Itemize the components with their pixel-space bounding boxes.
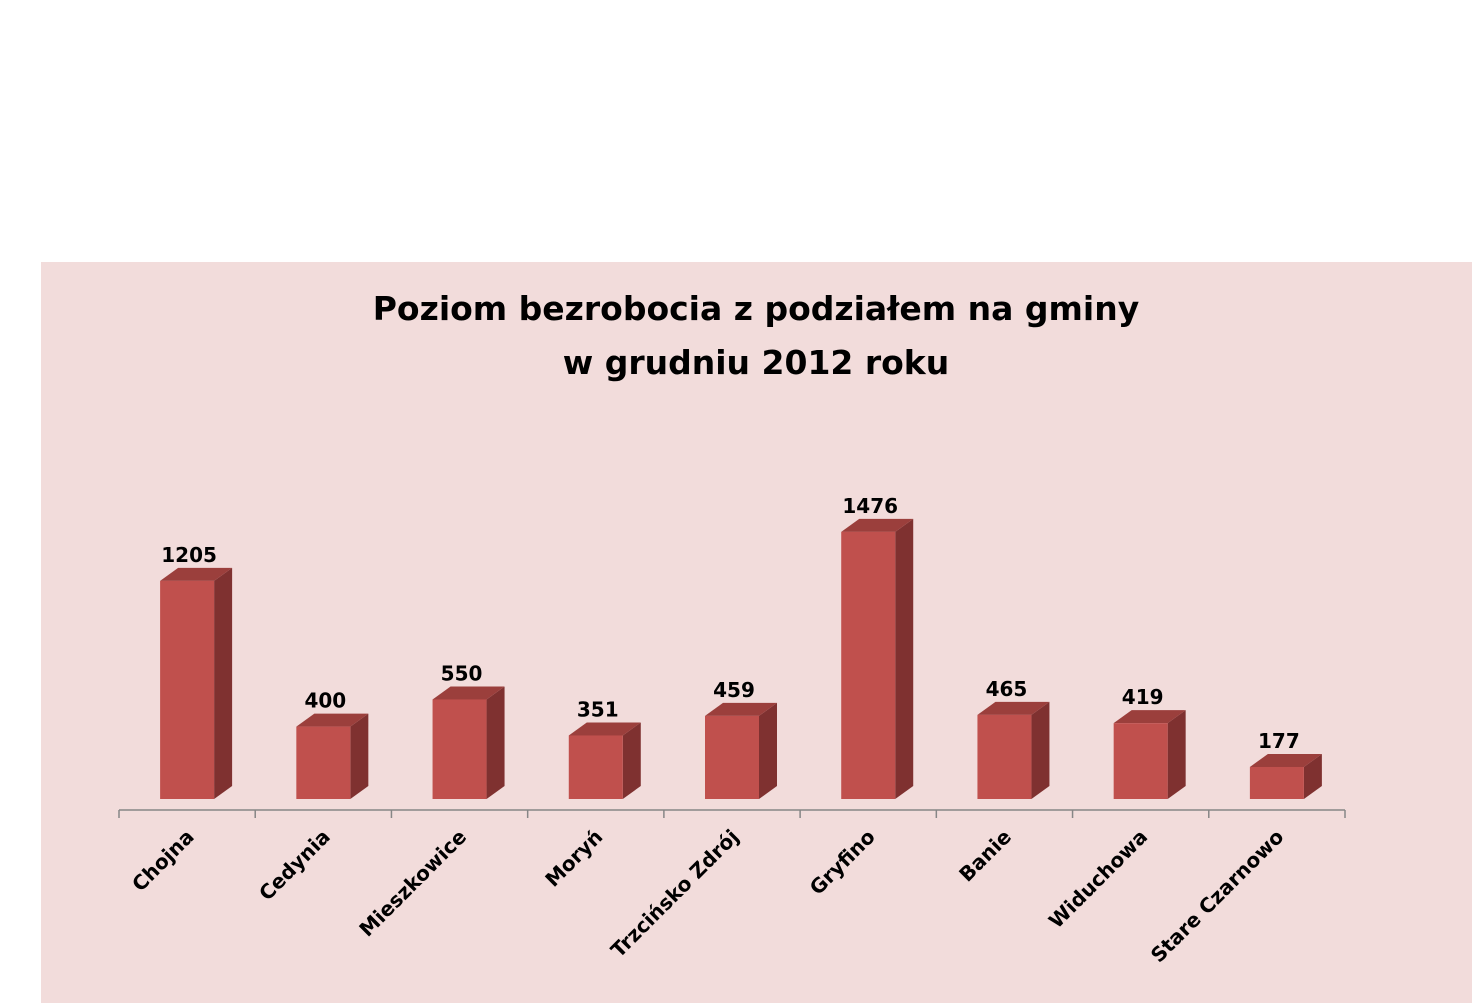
bar-side	[486, 686, 505, 799]
data-label: 1476	[842, 494, 898, 518]
bar-front	[1249, 766, 1304, 799]
bar-front	[841, 531, 896, 799]
bar-side	[759, 702, 777, 799]
data-label: 419	[1122, 685, 1164, 709]
bar-top	[977, 701, 1050, 715]
x-tick-label: Widuchowa	[1044, 825, 1152, 933]
bar-front	[1113, 723, 1168, 799]
data-labels: 1205 400 550 351 459 1476 465 419 177	[161, 494, 1299, 753]
x-tick-label: Banie	[954, 825, 1016, 887]
data-label: 400	[304, 689, 346, 713]
data-label: 459	[713, 678, 755, 702]
bar-front	[296, 726, 351, 799]
x-tick-label: Trzcińsko Zdrój	[606, 825, 744, 963]
data-label: 1205	[161, 543, 217, 567]
x-tick-label: Mieszkowice	[354, 825, 471, 942]
data-label: 465	[986, 677, 1028, 701]
bar-top	[705, 702, 777, 716]
chart-subtitle: w grudniu 2012 roku	[563, 343, 950, 382]
bar	[1113, 710, 1186, 799]
bar-top	[296, 713, 369, 727]
data-label: 351	[577, 697, 619, 721]
chart-panel	[41, 262, 1472, 1003]
data-label: 177	[1258, 729, 1300, 753]
data-label: 550	[441, 661, 483, 685]
bar	[977, 701, 1050, 799]
bar-side	[1303, 753, 1322, 799]
bar-side	[895, 518, 914, 799]
bar	[841, 518, 914, 799]
bar	[1249, 753, 1322, 799]
x-tick-label: Moryń	[540, 825, 607, 892]
bar-side	[1031, 701, 1050, 799]
bar-front	[977, 714, 1032, 799]
bar-front	[160, 580, 215, 799]
bar-side	[214, 567, 233, 799]
bar	[705, 702, 777, 799]
bar-top	[1113, 710, 1186, 724]
x-axis	[118, 809, 1346, 818]
bar-top	[432, 686, 505, 700]
bar	[160, 567, 233, 799]
bar-front	[432, 699, 487, 799]
chart-title: Poziom bezrobocia z podziałem na gminy	[373, 289, 1139, 328]
bar-top	[841, 518, 914, 532]
bar	[568, 722, 641, 799]
bar-top	[568, 722, 641, 736]
bar-top	[1249, 753, 1322, 767]
bar-side	[622, 722, 641, 799]
bar-top	[160, 567, 233, 581]
bar-front	[568, 735, 623, 799]
bar-side	[350, 713, 369, 799]
bar	[432, 686, 505, 799]
x-tick-label: Gryfino	[805, 825, 880, 900]
bar	[296, 713, 369, 799]
bars-layer	[160, 518, 1322, 799]
x-tick-label: Chojna	[127, 825, 199, 897]
bar-side	[1167, 710, 1186, 799]
x-tick-label: Cedynia	[254, 825, 335, 906]
x-tick-label: Stare Czarnowo	[1146, 825, 1289, 968]
bar-front	[705, 715, 759, 799]
